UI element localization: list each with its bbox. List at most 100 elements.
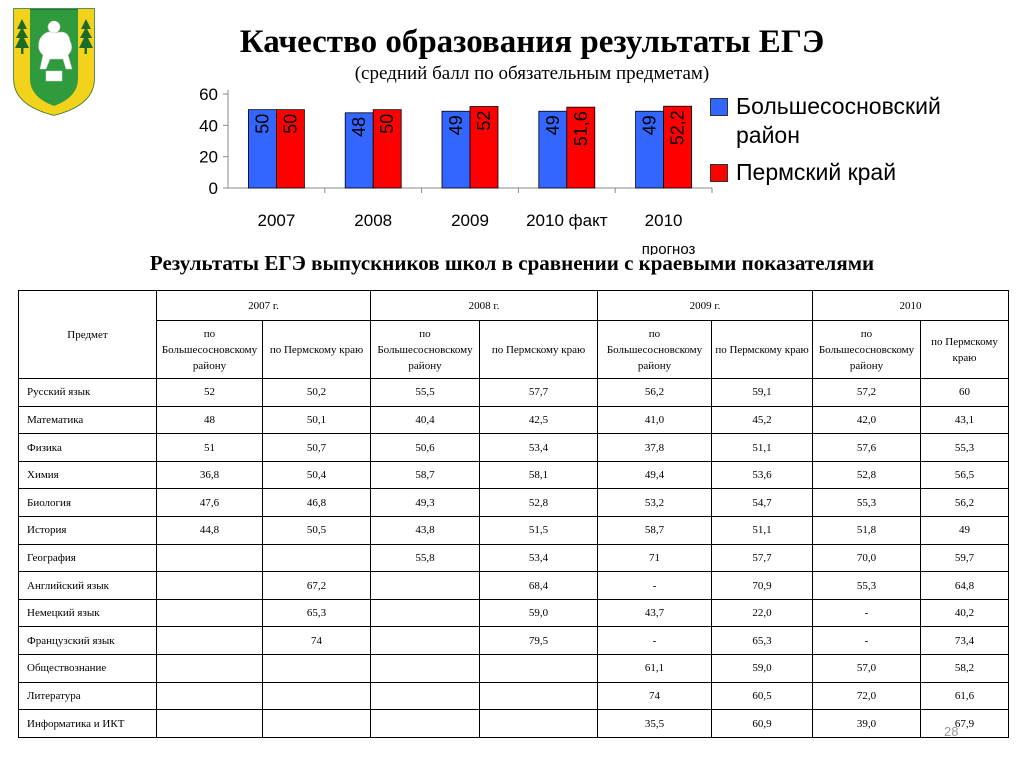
score-cell: 57,0 [812, 654, 921, 683]
chart-labels: 2007 50 50 2008 48 50 2009 49 52 2010 факт 49 51,6 2… [252, 110, 695, 255]
score-cell [262, 543, 371, 573]
score-cell: 53,2 [597, 488, 712, 518]
score-cell: 61,6 [920, 681, 1009, 711]
score-cell: 61,1 [597, 654, 712, 683]
y-tick-label: 0 [209, 179, 218, 198]
score-cell: 48 [156, 405, 263, 435]
score-cell [156, 571, 263, 600]
score-cell: 39,0 [812, 709, 921, 738]
column-subheader: по Большесосновскому району [370, 320, 480, 379]
score-cell: - [812, 598, 921, 628]
score-cell: 58,7 [597, 516, 712, 545]
bar-value-label: 50 [377, 114, 397, 134]
score-cell [156, 598, 263, 628]
bar [538, 110, 568, 189]
bar [663, 105, 692, 189]
score-cell [156, 543, 263, 573]
table-row: Математика 48 50,1 40,4 42,5 41,0 45,2 42,0 43,1 [18, 405, 1009, 435]
subject-cell: Физика [18, 433, 157, 462]
year-header: 2007 г. [156, 290, 371, 321]
score-cell: 36,8 [156, 460, 263, 490]
year-header: 2008 г. [370, 290, 598, 321]
score-cell: 74 [262, 626, 371, 656]
table-header-row-sources: по Большесосновскому району по Пермскому… [19, 320, 1009, 379]
score-cell: 67,9 [920, 709, 1009, 738]
column-subheader: по Пермскому краю [479, 320, 598, 379]
column-subheader: по Пермскому краю [711, 320, 813, 379]
subject-cell: Русский язык [18, 378, 157, 407]
score-cell: 40,4 [370, 405, 480, 435]
y-tick-label: 40 [199, 116, 218, 135]
score-cell: 58,2 [920, 654, 1009, 683]
page-number: 28 [944, 724, 959, 739]
score-cell: 72,0 [812, 681, 921, 711]
score-cell: 51,8 [812, 516, 921, 545]
bar-value-label: 49 [640, 115, 660, 135]
score-cell: 44,8 [156, 516, 263, 545]
chart-bars [247, 105, 692, 189]
bar [635, 110, 664, 189]
legend-swatch-district [710, 98, 728, 116]
subject-cell: Биология [18, 488, 157, 518]
score-cell: 73,4 [920, 626, 1009, 656]
score-cell: 49 [920, 516, 1009, 545]
bar [469, 106, 499, 189]
table-row: Немецкий язык 65,3 59,0 43,7 22,0-40,2 [18, 598, 1009, 628]
subject-header: Предмет [18, 290, 157, 379]
table-title: Результаты ЕГЭ выпускников школ в сравне… [149, 251, 875, 275]
score-cell: 42,0 [812, 405, 921, 435]
score-cell: 51,1 [711, 516, 813, 545]
score-cell [370, 598, 480, 628]
table-row: Физика 51 50,7 50,6 53,4 37,8 51,1 57,6 55,3 [18, 433, 1009, 462]
score-cell: - [812, 626, 921, 656]
score-cell: 22,0 [711, 598, 813, 628]
subject-cell: Обществознание [18, 654, 157, 683]
year-header: 2009 г. [597, 290, 813, 321]
score-cell: 59,1 [711, 378, 813, 407]
score-cell: 60 [920, 378, 1009, 407]
legend-item-district: Большесосновский район [708, 92, 1008, 150]
table-row: Литература 74 60,5 72,0 61,6 [18, 681, 1009, 711]
legend-label-region: Пермский край [736, 159, 897, 185]
legend-swatch-region [710, 164, 728, 182]
table-row: Информатика и ИКТ 35,5 60,9 39,0 67,9 [18, 709, 1009, 738]
table-row: География 55,8 53,4 71 57,7 70,0 59,7 [18, 543, 1009, 573]
score-cell: 46,8 [262, 488, 371, 518]
bar-value-label: 52 [474, 111, 494, 131]
score-cell: 45,2 [711, 405, 813, 435]
y-tick-label: 20 [199, 148, 218, 167]
score-cell: 59,7 [920, 543, 1009, 573]
subject-cell: Литература [18, 681, 157, 711]
score-cell: 52 [156, 378, 263, 407]
subject-cell: Информатика и ИКТ [18, 709, 157, 738]
legend-label-district: Большесосновский район [736, 93, 941, 148]
score-cell: 51,1 [711, 433, 813, 462]
subject-cell: Французский язык [18, 626, 157, 656]
score-cell: 59,0 [711, 654, 813, 683]
column-subheader: по Пермскому краю [262, 320, 371, 379]
bar [344, 112, 374, 189]
subject-cell: Математика [18, 405, 157, 435]
table-row: Русский язык 52 50,2 55,5 57,7 56,2 59,1 57,2 60 [18, 378, 1009, 407]
score-cell [370, 571, 480, 600]
score-cell: 50,4 [262, 460, 371, 490]
score-cell: 70,9 [711, 571, 813, 600]
score-cell: 54,7 [711, 488, 813, 518]
table-row: Французский язык 74 79,5-65,3-73,4 [18, 626, 1009, 656]
score-cell [262, 681, 371, 711]
coat-of-arms-icon [13, 8, 95, 116]
score-cell [156, 626, 263, 656]
score-cell: 43,8 [370, 516, 480, 545]
x-tick-label: 2009 [451, 211, 489, 230]
score-cell: 50,7 [262, 433, 371, 462]
score-cell: 58,1 [479, 460, 598, 490]
bar [566, 106, 596, 189]
score-cell: 56,5 [920, 460, 1009, 490]
score-cell: 50,6 [370, 433, 480, 462]
score-cell: 51 [156, 433, 263, 462]
score-cell [156, 709, 263, 738]
table-body: Русский язык 52 50,2 55,5 57,7 56,2 59,1 57,2 60… [18, 378, 1009, 738]
score-cell [262, 709, 371, 738]
bar [441, 110, 471, 189]
chart-legend: Большесосновский район Пермский край [708, 92, 1008, 195]
